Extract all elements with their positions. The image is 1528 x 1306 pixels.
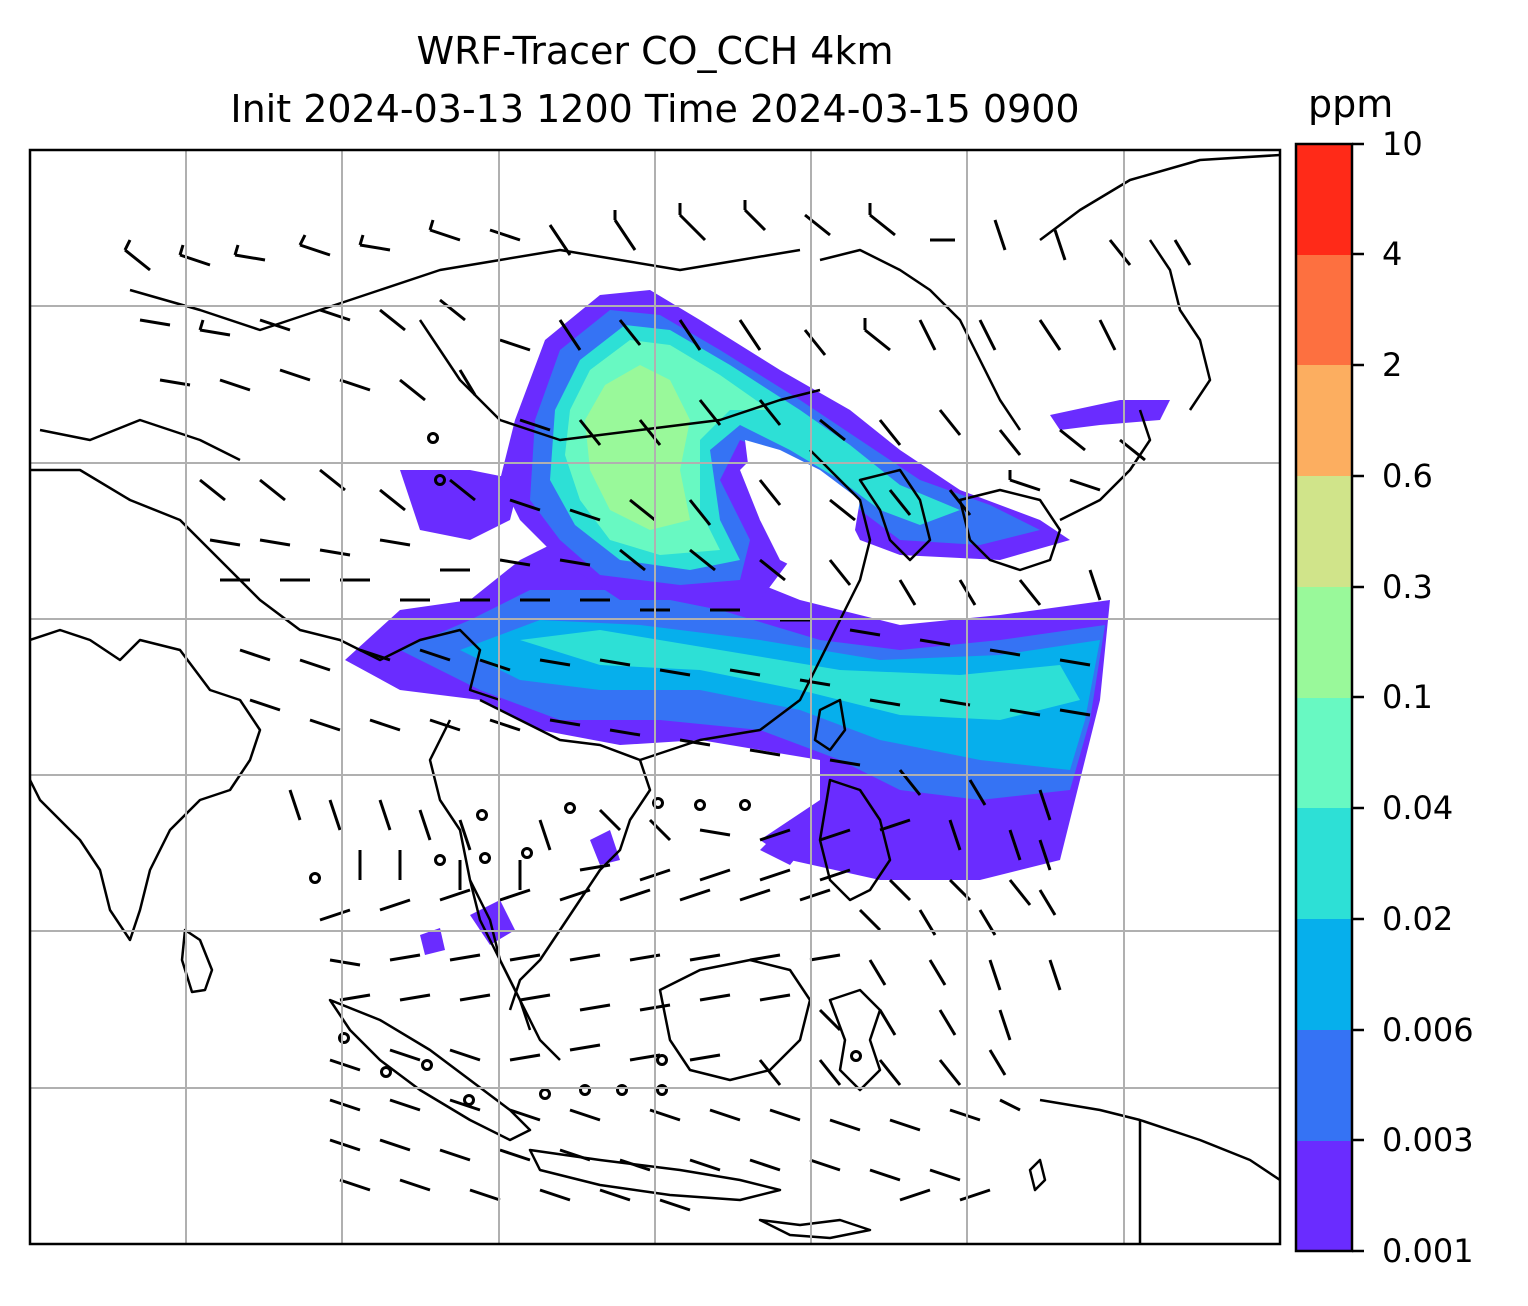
colorbar-tick-label: 0.006 [1382, 1011, 1474, 1049]
colorbar-tick-label: 0.001 [1382, 1232, 1474, 1270]
colorbar-segment-4 [1296, 697, 1352, 808]
plume-arc-core [585, 365, 690, 530]
colorbar-segment-9 [1296, 144, 1352, 255]
colorbar-tick-label: 0.04 [1382, 789, 1454, 827]
plume-band-4 [520, 630, 1080, 720]
colorbar-segment-5 [1296, 587, 1352, 698]
colorbar-tick-label: 0.1 [1382, 678, 1433, 716]
colorbar-segment-7 [1296, 365, 1352, 476]
colorbar-segment-2 [1296, 919, 1352, 1030]
gridlines [30, 150, 1280, 1244]
plume-south-blob-4 [420, 928, 445, 955]
coastlines [30, 153, 1280, 1244]
colorbar-segment-3 [1296, 808, 1352, 919]
colorbar-tick-label: 0.3 [1382, 568, 1433, 606]
colorbar-segment-1 [1296, 1030, 1352, 1141]
plume-west-tongue [400, 470, 520, 540]
map-title-line1: WRF-Tracer CO_CCH 4km [416, 29, 894, 73]
colorbar-tick-label: 2 [1382, 346, 1403, 384]
colorbar-tick-label: 0.6 [1382, 457, 1433, 495]
map-frame [28, 148, 1282, 1246]
colorbar-units: ppm [1308, 82, 1394, 126]
plume-ne-streak [1050, 400, 1170, 430]
colorbar-tick-label: 10 [1382, 125, 1423, 163]
colorbar-segment-0 [1296, 1140, 1352, 1251]
plume-south-blob-1 [760, 820, 810, 865]
colorbar-tick-label: 4 [1382, 235, 1403, 273]
colorbar [1294, 142, 1364, 1253]
plume-south-blob-3 [470, 900, 515, 945]
colorbar-segment-6 [1296, 476, 1352, 587]
colorbar-tick-label: 0.003 [1382, 1121, 1474, 1159]
colorbar-tick-label: 0.02 [1382, 900, 1454, 938]
plume-clear-area [745, 440, 860, 580]
map-title-line2: Init 2024-03-13 1200 Time 2024-03-15 090… [230, 87, 1080, 131]
colorbar-segment-8 [1296, 254, 1352, 365]
calm-wind-markers [309, 432, 862, 1106]
